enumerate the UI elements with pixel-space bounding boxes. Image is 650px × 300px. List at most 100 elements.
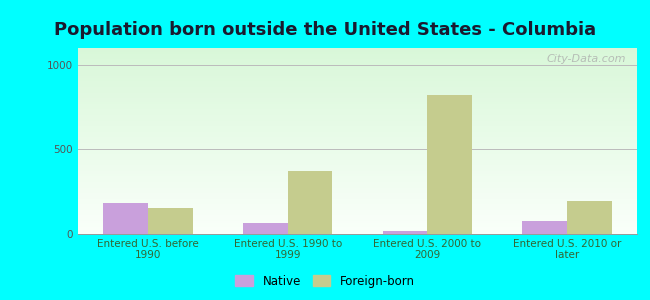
Bar	[78, 115, 637, 117]
Bar	[78, 63, 637, 65]
Bar	[78, 76, 637, 78]
Bar	[78, 100, 637, 102]
Bar	[78, 152, 637, 154]
Bar	[78, 72, 637, 74]
Bar	[78, 82, 637, 83]
Bar	[78, 130, 637, 132]
Bar	[78, 191, 637, 193]
Bar	[78, 167, 637, 169]
Bar	[78, 128, 637, 130]
Bar	[78, 139, 637, 141]
Bar	[78, 143, 637, 145]
Bar	[78, 70, 637, 72]
Bar	[78, 107, 637, 110]
Bar	[78, 104, 637, 106]
Bar	[78, 52, 637, 54]
Bar	[78, 67, 637, 68]
Bar	[78, 113, 637, 115]
Bar	[78, 200, 637, 202]
Bar	[78, 156, 637, 158]
Bar	[78, 210, 637, 212]
Bar	[78, 178, 637, 180]
Bar	[78, 189, 637, 191]
Text: Population born outside the United States - Columbia: Population born outside the United State…	[54, 21, 596, 39]
Bar	[78, 161, 637, 163]
Bar	[78, 121, 637, 122]
Bar	[78, 148, 637, 150]
Bar	[78, 80, 637, 82]
Bar	[78, 176, 637, 178]
Bar	[78, 68, 637, 70]
Bar	[78, 197, 637, 199]
Bar	[78, 172, 637, 175]
Bar	[78, 132, 637, 134]
Bar	[78, 106, 637, 107]
Bar	[78, 48, 637, 50]
Bar	[78, 119, 637, 121]
Bar	[78, 56, 637, 57]
Bar	[78, 202, 637, 204]
Bar	[78, 94, 637, 96]
Bar	[78, 141, 637, 143]
Bar	[78, 110, 637, 111]
Bar	[78, 169, 637, 171]
Bar	[243, 223, 288, 234]
Bar	[78, 232, 637, 234]
Bar	[78, 182, 637, 184]
Bar	[78, 204, 637, 206]
Bar	[78, 50, 637, 52]
Bar	[78, 117, 637, 119]
Bar	[78, 150, 637, 152]
Bar	[78, 163, 637, 165]
Bar	[78, 158, 637, 160]
Bar	[78, 221, 637, 223]
Bar	[78, 186, 637, 188]
Bar	[78, 59, 637, 61]
Bar	[78, 122, 637, 124]
Bar	[78, 226, 637, 228]
Bar	[78, 193, 637, 195]
Bar	[78, 199, 637, 200]
Bar	[78, 78, 637, 80]
Bar	[78, 61, 637, 63]
Bar	[78, 208, 637, 210]
Bar	[78, 180, 637, 182]
Bar	[78, 219, 637, 221]
Bar	[78, 228, 637, 230]
Bar	[78, 225, 637, 226]
Bar	[78, 126, 637, 128]
Bar	[383, 231, 427, 234]
Bar	[78, 214, 637, 215]
Bar	[78, 135, 637, 137]
Bar	[78, 124, 637, 126]
Bar	[78, 195, 637, 197]
Bar	[78, 137, 637, 139]
Bar	[78, 134, 637, 135]
Bar	[78, 223, 637, 225]
Bar	[78, 111, 637, 113]
Bar	[427, 95, 472, 234]
Bar	[78, 206, 637, 208]
Bar	[78, 184, 637, 186]
Bar	[78, 175, 637, 176]
Bar	[78, 57, 637, 59]
Bar	[78, 165, 637, 167]
Bar	[78, 96, 637, 98]
Legend: Native, Foreign-born: Native, Foreign-born	[231, 271, 419, 291]
Bar	[78, 188, 637, 189]
Bar	[78, 98, 637, 100]
Bar	[78, 87, 637, 89]
Bar	[522, 221, 567, 234]
Bar	[78, 230, 637, 232]
Bar	[78, 215, 637, 217]
Bar	[78, 54, 637, 56]
Bar	[78, 154, 637, 156]
Bar	[78, 89, 637, 91]
Bar	[78, 102, 637, 104]
Bar	[78, 147, 637, 148]
Bar	[78, 217, 637, 219]
Text: City-Data.com: City-Data.com	[546, 54, 626, 64]
Bar	[78, 65, 637, 67]
Bar	[78, 93, 637, 94]
Bar	[288, 171, 332, 234]
